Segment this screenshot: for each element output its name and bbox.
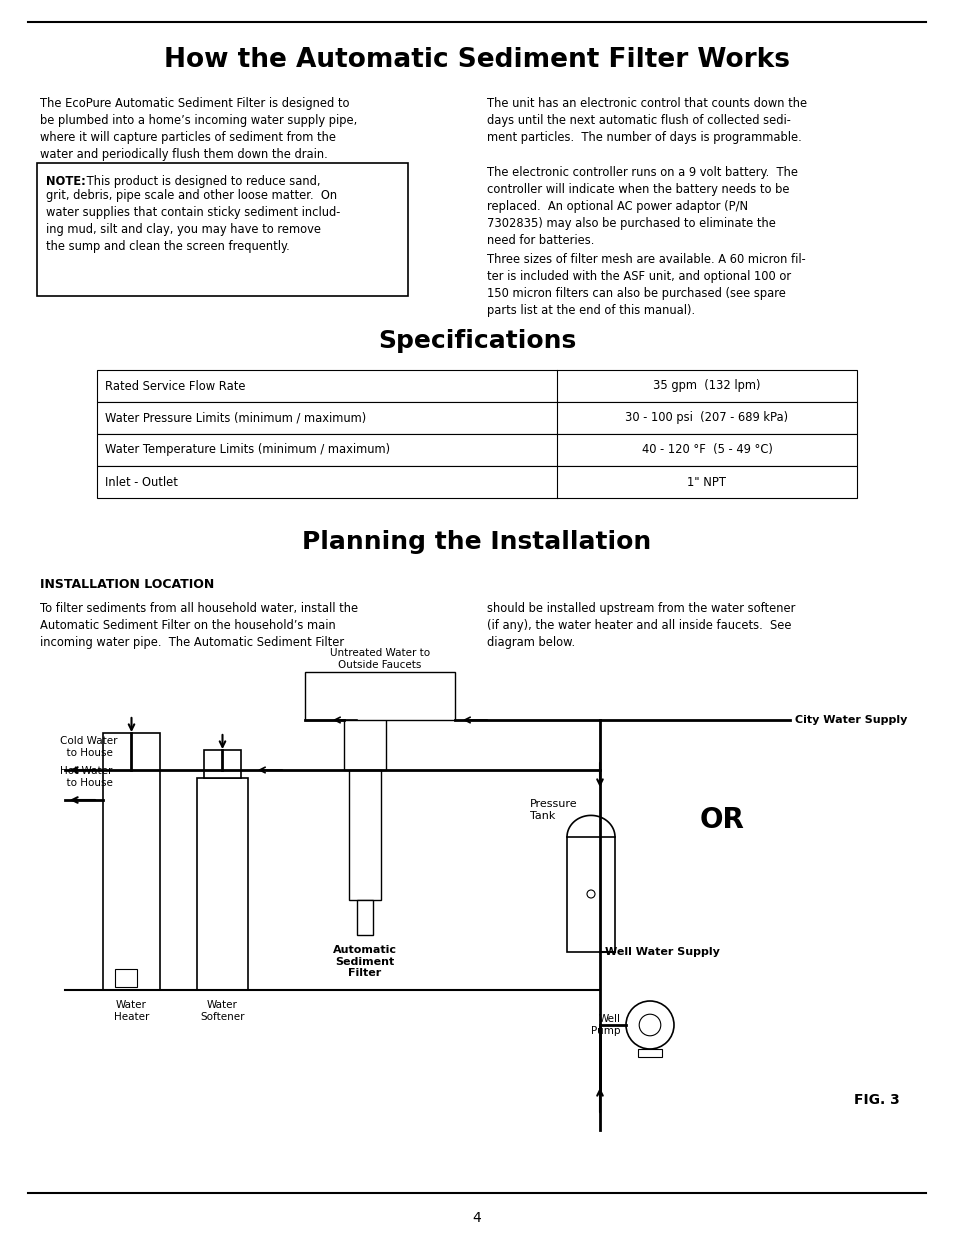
Text: This product is designed to reduce sand,: This product is designed to reduce sand, — [83, 175, 320, 188]
Text: 40 - 120 °F  (5 - 49 °C): 40 - 120 °F (5 - 49 °C) — [640, 443, 772, 457]
Text: The EcoPure Automatic Sediment Filter is designed to
be plumbed into a home’s in: The EcoPure Automatic Sediment Filter is… — [40, 98, 356, 161]
Text: The unit has an electronic control that counts down the
days until the next auto: The unit has an electronic control that … — [486, 98, 806, 144]
Text: INSTALLATION LOCATION: INSTALLATION LOCATION — [40, 578, 214, 592]
Bar — [356, 900, 373, 935]
Bar — [348, 697, 361, 706]
Text: Pressure
Tank: Pressure Tank — [530, 799, 577, 821]
Text: 30 - 100 psi  (207 - 689 kPa): 30 - 100 psi (207 - 689 kPa) — [625, 411, 788, 425]
Bar — [37, 163, 408, 296]
Bar — [103, 734, 160, 990]
Bar — [196, 778, 248, 990]
Text: Untreated Water to
Outside Faucets: Untreated Water to Outside Faucets — [330, 648, 430, 671]
Text: 1" NPT: 1" NPT — [687, 475, 726, 489]
Bar — [97, 370, 856, 403]
Text: Three sizes of filter mesh are available. A 60 micron fil-
ter is included with : Three sizes of filter mesh are available… — [486, 253, 805, 317]
Text: Water Pressure Limits (minimum / maximum): Water Pressure Limits (minimum / maximum… — [105, 411, 366, 425]
Bar — [204, 750, 241, 778]
Bar — [344, 695, 386, 769]
Text: Planning the Installation: Planning the Installation — [302, 530, 651, 555]
Text: 4: 4 — [472, 1212, 481, 1225]
Text: Water
Softener: Water Softener — [200, 1000, 245, 1021]
Text: grit, debris, pipe scale and other loose matter.  On
water supplies that contain: grit, debris, pipe scale and other loose… — [46, 189, 340, 253]
Bar — [97, 433, 856, 466]
Text: 35 gpm  (132 lpm): 35 gpm (132 lpm) — [653, 379, 760, 393]
Text: OR: OR — [700, 806, 744, 834]
Bar — [115, 969, 137, 987]
Text: How the Automatic Sediment Filter Works: How the Automatic Sediment Filter Works — [164, 47, 789, 73]
Bar — [349, 769, 380, 900]
Text: Inlet - Outlet: Inlet - Outlet — [105, 475, 177, 489]
Bar — [305, 672, 455, 720]
Bar — [364, 697, 377, 706]
Bar — [97, 466, 856, 498]
Text: Cold Water
  to House: Cold Water to House — [60, 736, 117, 758]
Bar — [638, 1049, 661, 1057]
Circle shape — [625, 1002, 673, 1049]
Text: Hot Water
  to House: Hot Water to House — [60, 767, 112, 788]
Text: City Water Supply: City Water Supply — [794, 715, 906, 725]
Text: Specifications: Specifications — [377, 329, 576, 353]
Bar — [97, 403, 856, 433]
Text: The electronic controller runs on a 9 volt battery.  The
controller will indicat: The electronic controller runs on a 9 vo… — [486, 165, 797, 247]
Circle shape — [639, 1014, 660, 1036]
Text: Water
Heater: Water Heater — [113, 1000, 149, 1021]
Text: FIG. 3: FIG. 3 — [853, 1093, 899, 1107]
Text: Well
Pump: Well Pump — [591, 1014, 620, 1036]
Circle shape — [586, 890, 595, 898]
Text: Rated Service Flow Rate: Rated Service Flow Rate — [105, 379, 245, 393]
Text: NOTE:: NOTE: — [46, 175, 86, 188]
Text: Automatic
Sediment
Filter: Automatic Sediment Filter — [333, 945, 396, 978]
Bar — [566, 837, 615, 952]
Text: should be installed upstream from the water softener
(if any), the water heater : should be installed upstream from the wa… — [486, 601, 795, 650]
Text: Water Temperature Limits (minimum / maximum): Water Temperature Limits (minimum / maxi… — [105, 443, 390, 457]
Text: Well Water Supply: Well Water Supply — [604, 947, 720, 957]
Text: To filter sediments from all household water, install the
Automatic Sediment Fil: To filter sediments from all household w… — [40, 601, 357, 650]
